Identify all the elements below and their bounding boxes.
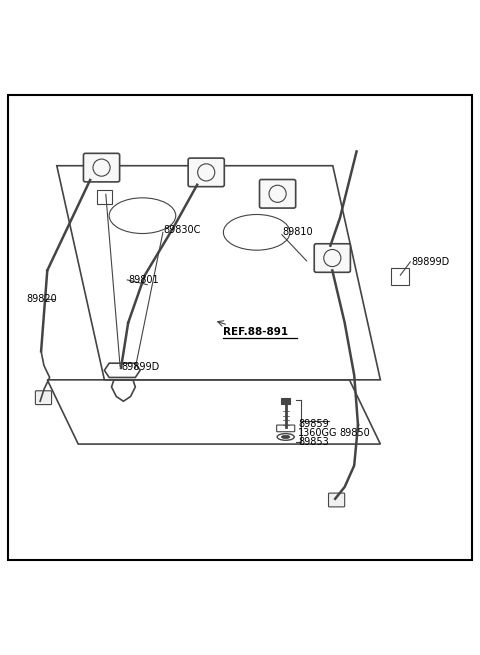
Text: 89830C: 89830C xyxy=(164,225,201,235)
Bar xyxy=(281,398,290,403)
Bar xyxy=(391,267,409,285)
Text: 89810: 89810 xyxy=(283,227,313,237)
Text: 89801: 89801 xyxy=(128,275,159,285)
Text: 89899D: 89899D xyxy=(121,362,159,371)
Text: REF.88-891: REF.88-891 xyxy=(223,328,288,337)
FancyBboxPatch shape xyxy=(260,179,296,208)
Text: 1360GG: 1360GG xyxy=(298,428,337,438)
FancyBboxPatch shape xyxy=(188,158,224,187)
FancyBboxPatch shape xyxy=(328,493,345,507)
FancyBboxPatch shape xyxy=(36,391,51,405)
Bar xyxy=(97,191,112,204)
Text: 89820: 89820 xyxy=(26,294,57,304)
FancyBboxPatch shape xyxy=(84,153,120,182)
FancyBboxPatch shape xyxy=(314,244,350,272)
Text: 89899D: 89899D xyxy=(411,257,450,267)
Ellipse shape xyxy=(281,436,290,439)
Text: 89859: 89859 xyxy=(298,419,329,429)
FancyBboxPatch shape xyxy=(276,425,295,432)
Text: 89850: 89850 xyxy=(339,428,370,438)
Text: 89853: 89853 xyxy=(298,437,329,447)
